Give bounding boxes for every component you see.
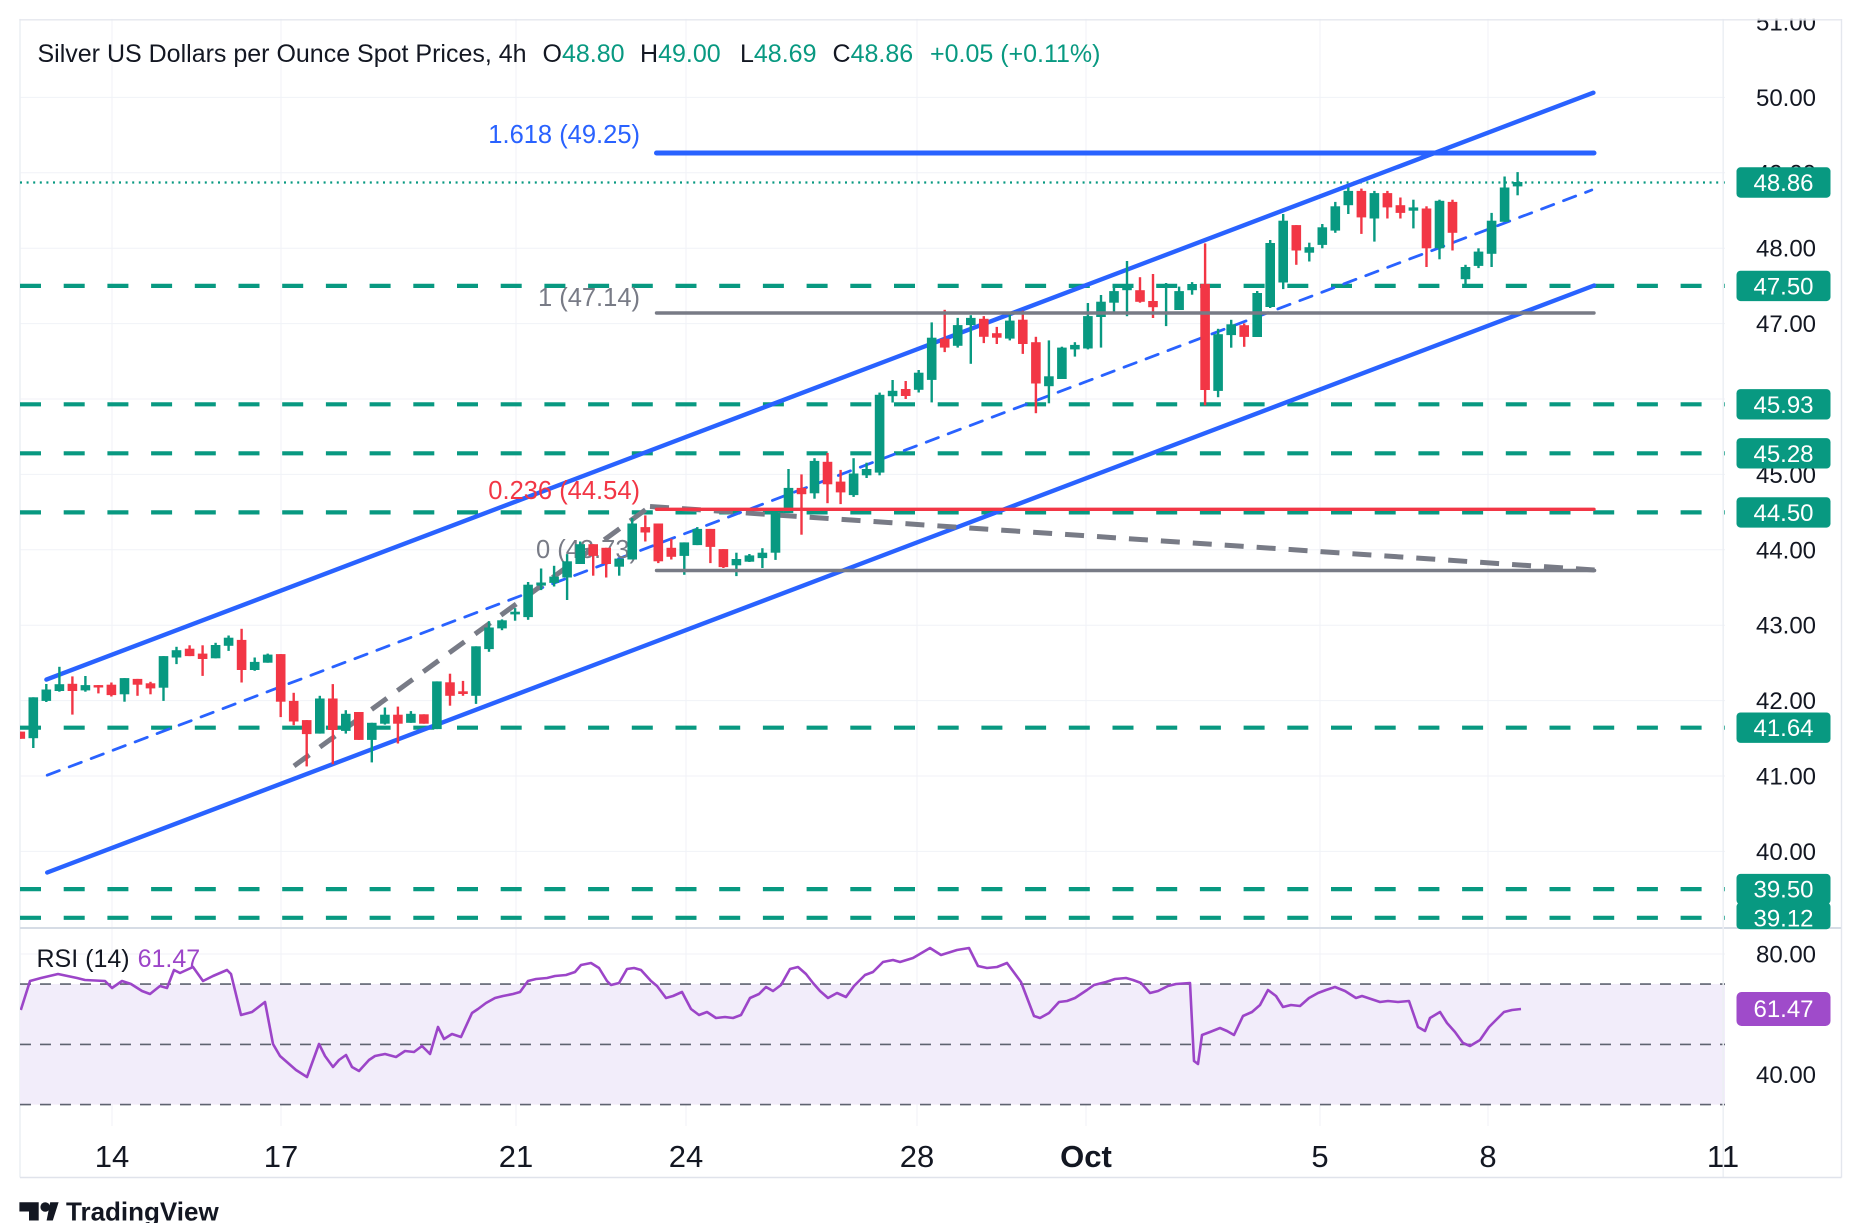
svg-text:40.00: 40.00 [1756,1062,1816,1089]
svg-text:14: 14 [95,1139,129,1174]
svg-text:39.12: 39.12 [1753,905,1813,932]
svg-text:48.00: 48.00 [1756,236,1816,263]
svg-text:40.00: 40.00 [1756,839,1816,866]
svg-text:Silver US Dollars per Ounce Sp: Silver US Dollars per Ounce Spot Prices,… [38,40,1101,68]
svg-text:48.86: 48.86 [1753,170,1813,197]
svg-text:24: 24 [669,1139,703,1174]
svg-text:43.00: 43.00 [1756,613,1816,640]
svg-text:41.00: 41.00 [1756,764,1816,791]
svg-text:50.00: 50.00 [1756,85,1816,112]
svg-text:21: 21 [499,1139,533,1174]
svg-text:1 (47.14): 1 (47.14) [538,284,640,312]
svg-text:0.236 (44.54): 0.236 (44.54) [488,477,640,505]
svg-text:42.00: 42.00 [1756,688,1816,715]
svg-text:1.618 (49.25): 1.618 (49.25) [488,121,640,149]
svg-text:8: 8 [1479,1139,1496,1174]
svg-text:TradingView: TradingView [66,1197,219,1223]
svg-text:28: 28 [900,1139,934,1174]
svg-text:RSI (14)61.47: RSI (14) 61.47 [37,945,201,973]
svg-text:47.00: 47.00 [1756,311,1816,338]
svg-text:Oct: Oct [1060,1139,1112,1174]
svg-text:45.93: 45.93 [1753,392,1813,419]
svg-text:44.50: 44.50 [1753,500,1813,527]
svg-text:47.50: 47.50 [1753,273,1813,300]
svg-text:41.64: 41.64 [1753,715,1813,742]
svg-text:80.00: 80.00 [1756,942,1816,969]
svg-text:11: 11 [1707,1139,1739,1174]
svg-text:44.00: 44.00 [1756,537,1816,564]
svg-text:61.47: 61.47 [1753,996,1813,1023]
svg-text:5: 5 [1311,1139,1328,1174]
svg-text:17: 17 [264,1139,298,1174]
svg-text:45.28: 45.28 [1753,441,1813,468]
svg-text:39.50: 39.50 [1753,877,1813,904]
